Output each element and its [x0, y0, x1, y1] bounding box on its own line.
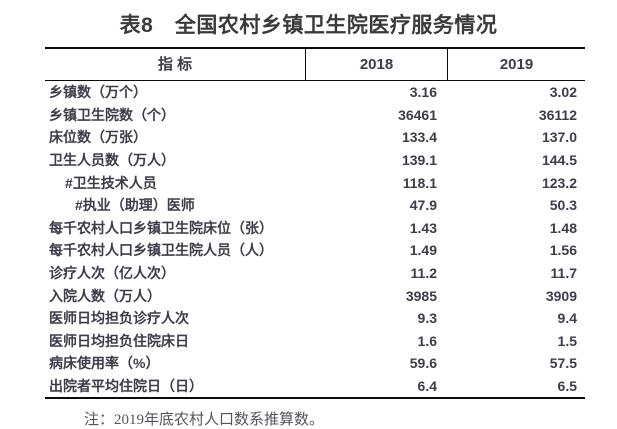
table-row: 医师日均担负住院床日 1.6 1.5	[45, 330, 585, 353]
value-2018: 6.4	[417, 378, 437, 395]
table-row: 病床使用率（%） 59.6 57.5	[45, 352, 585, 375]
value-2019: 36112	[538, 106, 577, 123]
row-label: 入院人数（万人）	[49, 287, 161, 304]
table-row: #卫生技术人员 118.1 123.2	[45, 171, 585, 194]
column-header-2018: 2018	[305, 49, 447, 80]
table-row: 出院者平均住院日（日） 6.4 6.5	[45, 375, 585, 398]
table-row: 医师日均担负诊疗人次 9.3 9.4	[45, 307, 585, 330]
value-2019: 11.7	[550, 265, 577, 282]
value-2019: 144.5	[541, 152, 577, 169]
value-2018: 36461	[398, 106, 437, 123]
value-2019: 57.5	[549, 355, 577, 372]
row-label: 床位数（万张）	[49, 129, 147, 146]
value-2019: 137.0	[541, 129, 577, 146]
table-row: 诊疗人次（亿人次） 11.2 11.7	[45, 262, 585, 285]
value-2018: 133.4	[401, 129, 437, 146]
value-2019: 1.48	[549, 219, 577, 236]
table-row: #执业（助理）医师 47.9 50.3	[45, 194, 585, 217]
value-2019: 6.5	[557, 378, 577, 395]
table-body: 乡镇数（万个） 3.16 3.02 乡镇卫生院数（个） 36461 36112 床位数（万张…	[45, 81, 585, 400]
table-row: 乡镇数（万个） 3.16 3.02	[45, 81, 585, 104]
value-2018: 118.1	[402, 174, 437, 191]
value-2018: 1.49	[409, 242, 437, 259]
row-label: 每千农村人口乡镇卫生院人员（人）	[49, 242, 273, 259]
table-row: 每千农村人口乡镇卫生院人员（人） 1.49 1.56	[45, 239, 585, 262]
value-2018: 47.9	[409, 197, 437, 214]
value-2018: 59.6	[409, 355, 437, 372]
stats-table: 指 标 2018 2019 乡镇数（万个） 3.16 3.02 乡镇卫生院数（个） 36…	[45, 47, 585, 400]
table-row: 每千农村人口乡镇卫生院床位（张） 1.43 1.48	[45, 217, 585, 240]
value-2019: 1.56	[549, 242, 577, 259]
value-2019: 123.2	[541, 174, 577, 191]
row-label: #卫生技术人员	[65, 174, 157, 191]
row-label: 每千农村人口乡镇卫生院床位（张）	[49, 219, 273, 236]
value-2019: 3909	[545, 287, 577, 304]
row-label: 乡镇卫生院数（个）	[49, 106, 175, 123]
value-2018: 3.16	[409, 84, 437, 101]
row-label: 医师日均担负诊疗人次	[49, 310, 189, 327]
row-label: 出院者平均住院日（日）	[49, 378, 203, 395]
column-header-indicator: 指 标	[157, 56, 193, 73]
row-label: 乡镇数（万个）	[49, 84, 147, 101]
row-label: 医师日均担负住院床日	[49, 332, 189, 349]
row-label: 诊疗人次（亿人次）	[49, 265, 175, 282]
table-title: 表8 全国农村乡镇卫生院医疗服务情况	[119, 14, 498, 37]
value-2018: 1.6	[417, 332, 437, 349]
row-label: 病床使用率（%）	[49, 355, 160, 372]
value-2018: 11.2	[410, 265, 437, 282]
value-2019: 1.5	[557, 332, 577, 349]
table-row: 卫生人员数（万人） 139.1 144.5	[45, 149, 585, 172]
table-header-row: 指 标 2018 2019	[45, 47, 585, 81]
value-2018: 1.43	[409, 219, 437, 236]
value-2019: 9.4	[557, 310, 577, 327]
table-footnote: 注：2019年底农村人口数系推算数。	[84, 412, 325, 429]
row-label: #执业（助理）医师	[75, 197, 195, 214]
value-2019: 3.02	[549, 84, 577, 101]
table-row: 床位数（万张） 133.4 137.0	[45, 126, 585, 149]
table-row: 乡镇卫生院数（个） 36461 36112	[45, 104, 585, 127]
value-2018: 9.3	[417, 310, 437, 327]
column-header-2019: 2019	[447, 49, 585, 80]
table-row: 入院人数（万人） 3985 3909	[45, 284, 585, 307]
row-label: 卫生人员数（万人）	[49, 152, 175, 169]
value-2018: 139.1	[401, 152, 437, 169]
value-2018: 3985	[405, 287, 437, 304]
value-2019: 50.3	[549, 197, 577, 214]
